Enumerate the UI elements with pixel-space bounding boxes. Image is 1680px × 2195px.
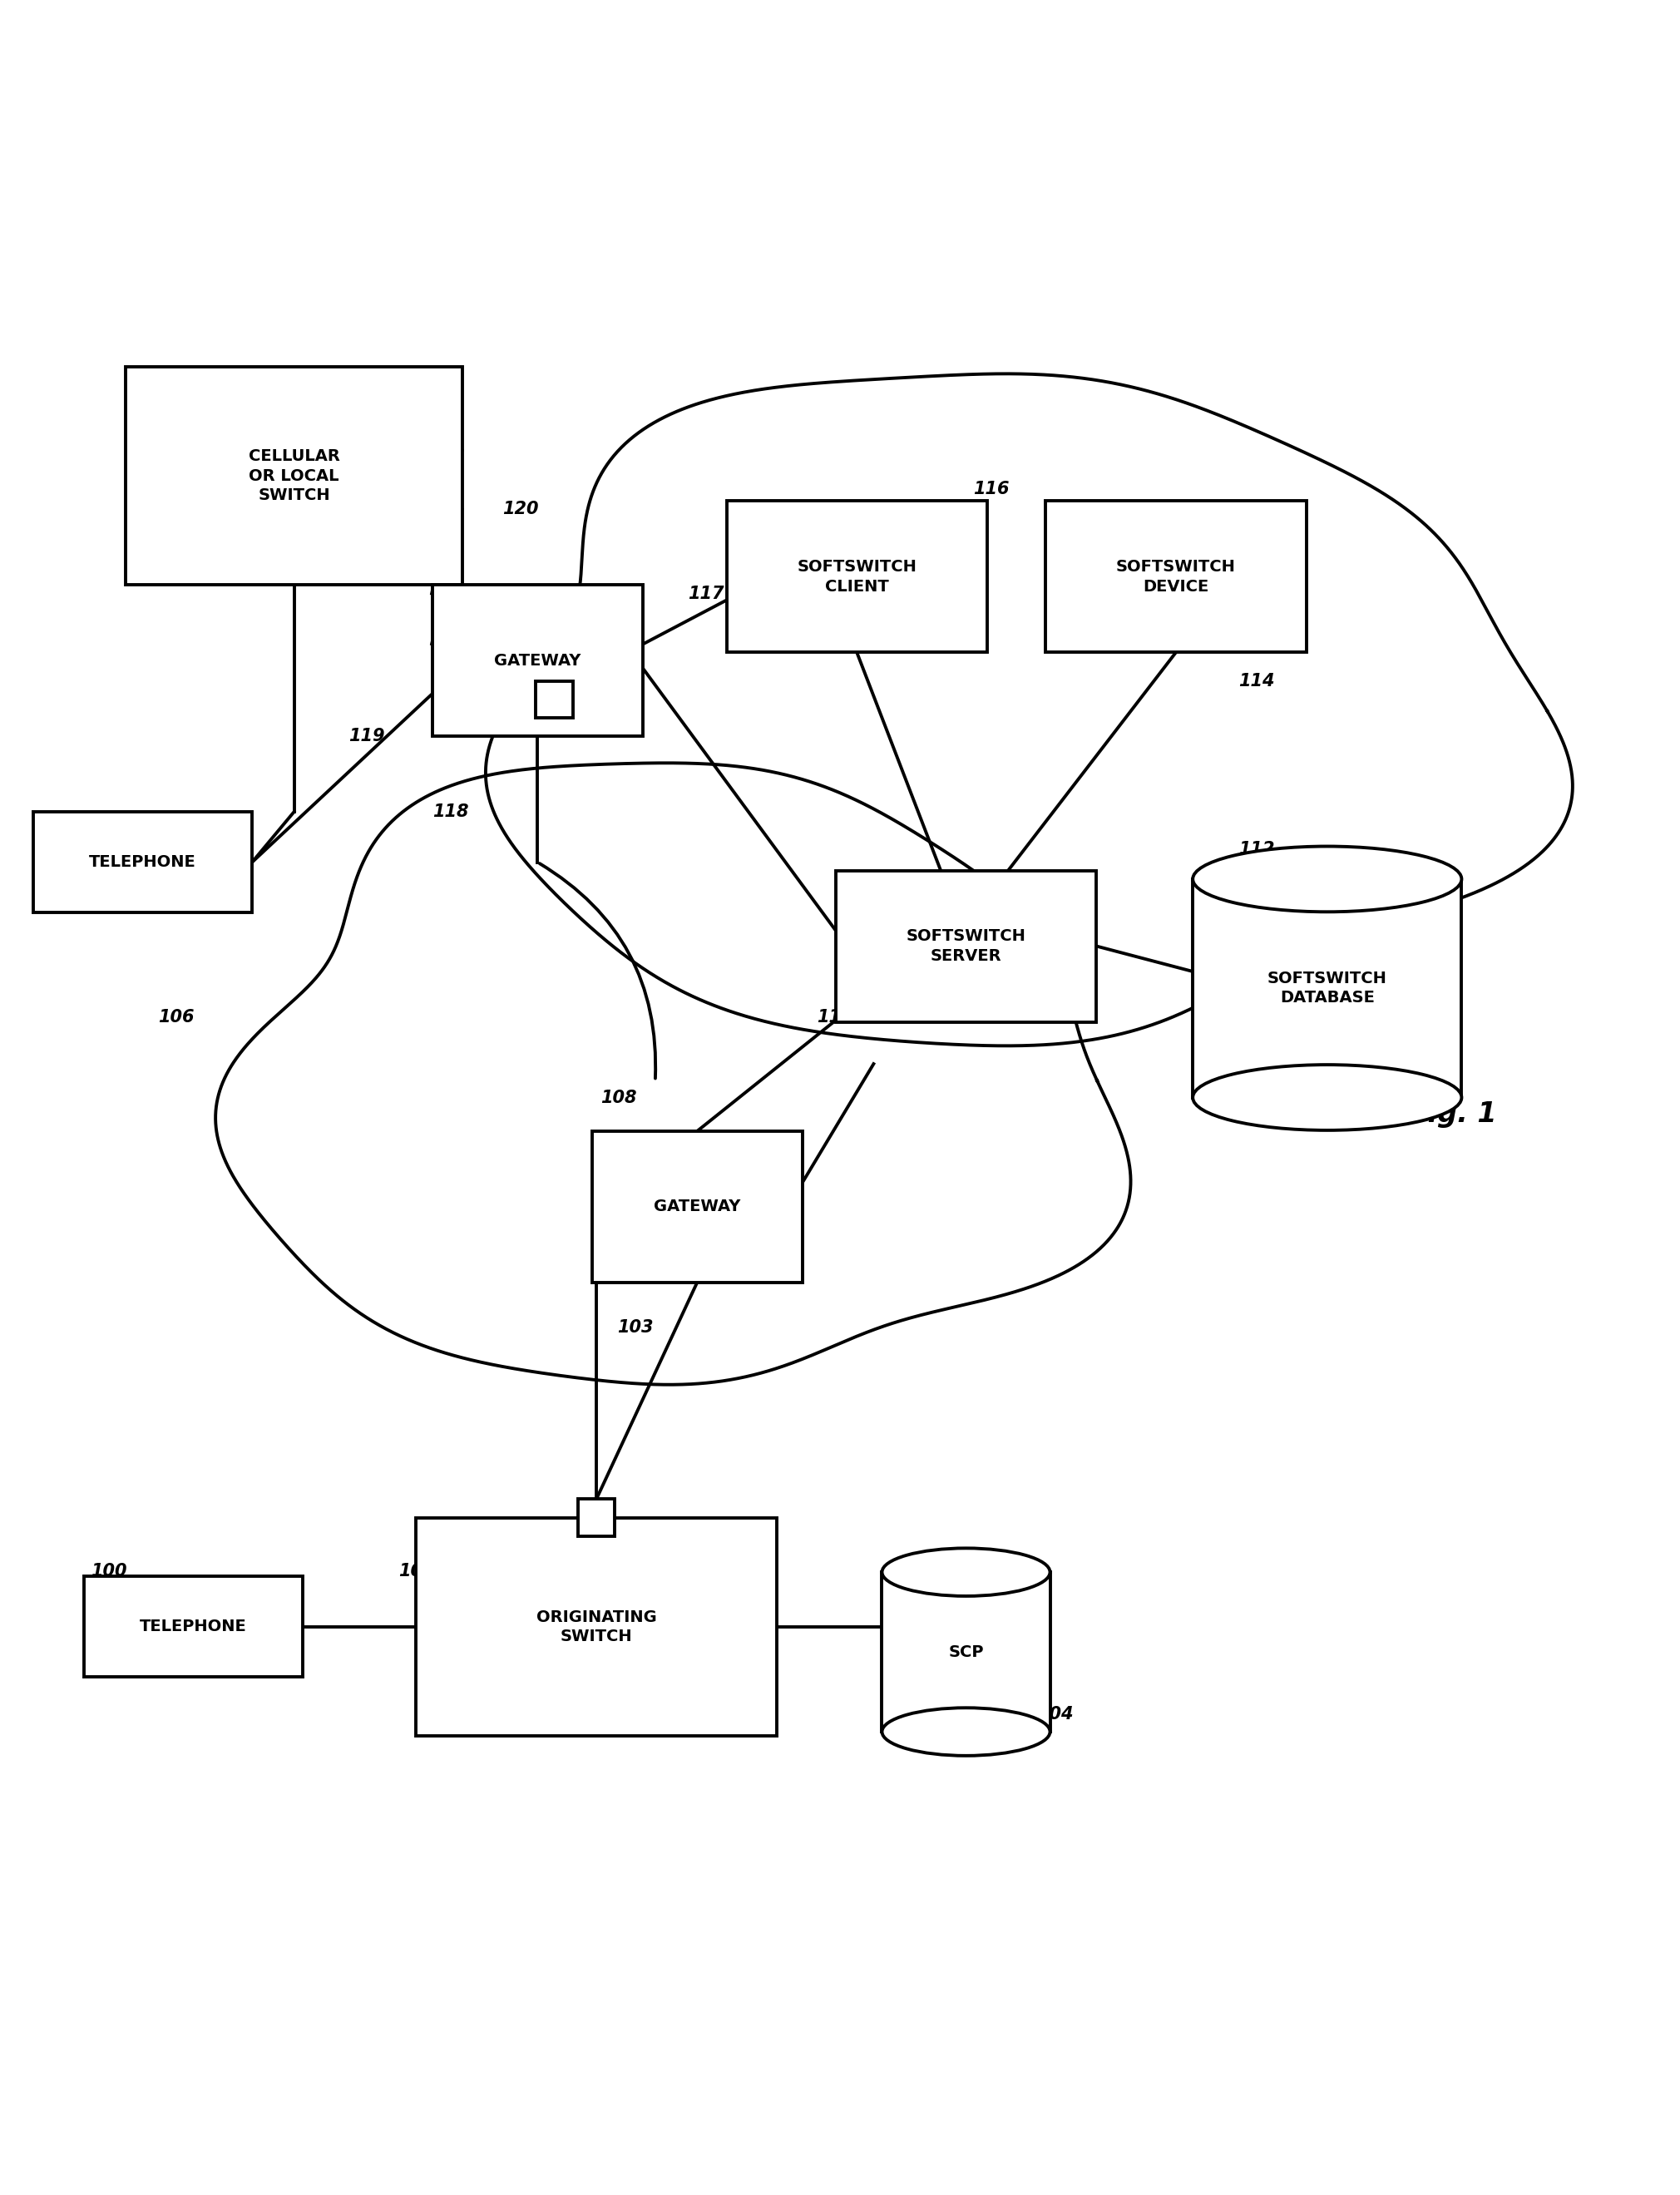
- Polygon shape: [486, 373, 1572, 1045]
- Text: GATEWAY: GATEWAY: [494, 652, 581, 669]
- Ellipse shape: [1193, 847, 1462, 911]
- Text: 104: 104: [1037, 1706, 1074, 1723]
- Text: 119: 119: [348, 729, 385, 744]
- Text: 108: 108: [600, 1089, 637, 1106]
- Text: 106: 106: [158, 1008, 195, 1025]
- Text: GATEWAY: GATEWAY: [654, 1198, 741, 1214]
- FancyBboxPatch shape: [126, 367, 462, 586]
- Text: TELEPHONE: TELEPHONE: [139, 1620, 247, 1635]
- Text: 103: 103: [617, 1319, 654, 1337]
- Bar: [882, 1572, 1050, 1732]
- FancyBboxPatch shape: [837, 871, 1095, 1023]
- Ellipse shape: [882, 1708, 1050, 1756]
- Text: 116: 116: [973, 481, 1010, 498]
- Text: TELEPHONE: TELEPHONE: [89, 854, 197, 869]
- Text: 117: 117: [687, 586, 724, 601]
- FancyBboxPatch shape: [1045, 500, 1307, 652]
- Bar: [1193, 878, 1462, 1098]
- FancyBboxPatch shape: [726, 500, 988, 652]
- FancyBboxPatch shape: [34, 812, 252, 913]
- Ellipse shape: [882, 1547, 1050, 1596]
- Text: SOFTSWITCH
SERVER: SOFTSWITCH SERVER: [906, 928, 1026, 964]
- Text: 110: 110: [816, 1008, 853, 1025]
- Text: SCP: SCP: [948, 1644, 984, 1659]
- Text: 100: 100: [91, 1563, 128, 1580]
- FancyBboxPatch shape: [591, 1130, 803, 1282]
- Polygon shape: [215, 764, 1131, 1385]
- Text: 102: 102: [398, 1563, 435, 1580]
- Text: ORIGINATING
SWITCH: ORIGINATING SWITCH: [536, 1609, 657, 1644]
- Text: 118: 118: [432, 803, 469, 821]
- Ellipse shape: [1193, 1065, 1462, 1130]
- FancyBboxPatch shape: [417, 1517, 776, 1736]
- FancyBboxPatch shape: [433, 586, 642, 735]
- Text: SOFTSWITCH
DATABASE: SOFTSWITCH DATABASE: [1267, 970, 1388, 1005]
- Text: 120: 120: [502, 500, 539, 518]
- Bar: [578, 1499, 615, 1536]
- Text: Fig. 1: Fig. 1: [1410, 1100, 1497, 1128]
- Text: 114: 114: [1238, 672, 1275, 689]
- Text: SOFTSWITCH
CLIENT: SOFTSWITCH CLIENT: [796, 560, 917, 595]
- Text: SOFTSWITCH
DEVICE: SOFTSWITCH DEVICE: [1116, 560, 1236, 595]
- Bar: [536, 680, 573, 718]
- Text: 112: 112: [1238, 841, 1275, 858]
- FancyBboxPatch shape: [84, 1576, 302, 1677]
- Text: CELLULAR
OR LOCAL
SWITCH: CELLULAR OR LOCAL SWITCH: [249, 448, 339, 503]
